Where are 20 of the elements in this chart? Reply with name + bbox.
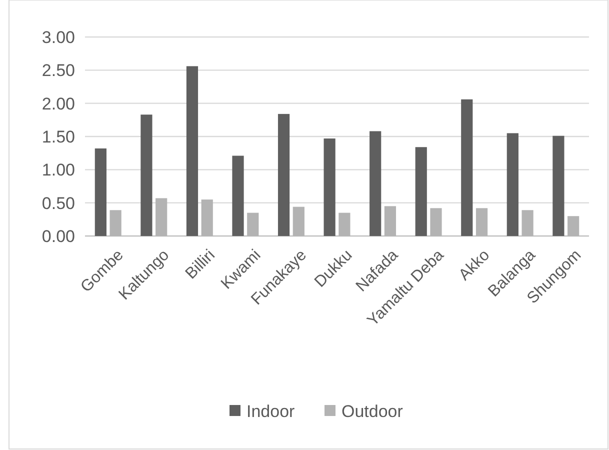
bar	[278, 114, 290, 236]
y-tick-label: 1.00	[42, 160, 75, 180]
bar	[140, 114, 152, 236]
bar	[506, 133, 518, 236]
bar	[94, 148, 106, 236]
y-tick-label: 1.50	[42, 127, 75, 146]
y-tick-label: 2.00	[42, 94, 75, 114]
bar	[232, 156, 244, 236]
y-tick-label: 2.50	[42, 61, 75, 80]
y-tick-label: 0.50	[42, 194, 75, 213]
y-tick-label: 3.00	[42, 28, 75, 47]
legend-label: Indoor	[246, 402, 296, 421]
bar	[415, 147, 427, 236]
y-tick-label: 0.00	[42, 226, 75, 246]
bar	[461, 99, 473, 236]
bar	[370, 131, 382, 236]
bar	[186, 66, 198, 236]
bar	[324, 138, 336, 236]
bar	[552, 136, 564, 236]
legend-label: Outdoor	[342, 402, 404, 421]
